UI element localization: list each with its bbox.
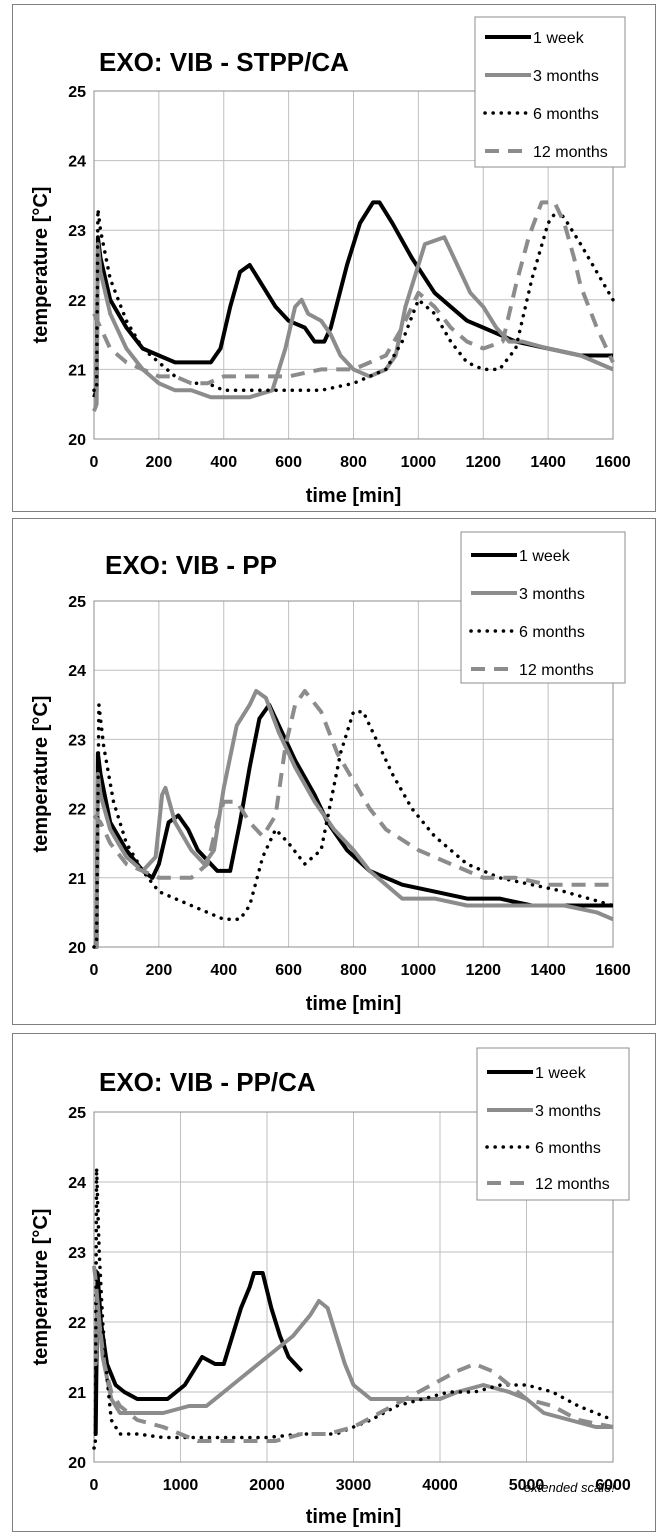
legend-label-1-week: 1 week bbox=[519, 548, 571, 565]
x-tick-label: 200 bbox=[146, 454, 173, 471]
x-axis-label: time [min] bbox=[306, 993, 402, 1015]
series-line-6-months bbox=[92, 1166, 615, 1450]
legend-label-3-months: 3 months bbox=[535, 1103, 601, 1120]
y-tick-label: 23 bbox=[68, 1245, 86, 1262]
legend-label-6-months: 6 months bbox=[533, 106, 599, 123]
y-tick-label: 24 bbox=[68, 663, 86, 680]
legend-label-12-months: 12 months bbox=[519, 662, 594, 679]
y-tick-label: 25 bbox=[68, 1105, 86, 1122]
chart-title: EXO: VIB - PP bbox=[105, 550, 277, 580]
x-tick-label: 1600 bbox=[595, 962, 631, 979]
x-tick-label: 600 bbox=[275, 962, 302, 979]
x-tick-label: 2000 bbox=[249, 1477, 285, 1494]
x-tick-label: 400 bbox=[210, 962, 237, 979]
x-tick-label: 1600 bbox=[595, 454, 631, 471]
series-line-6-months bbox=[92, 207, 615, 393]
series-line-12-months bbox=[92, 1265, 614, 1443]
series-line-3-months bbox=[93, 1299, 613, 1429]
y-tick-label: 22 bbox=[68, 1315, 86, 1332]
x-tick-label: 6000 bbox=[595, 1477, 631, 1494]
y-tick-label: 23 bbox=[68, 223, 86, 240]
legend-label-12-months: 12 months bbox=[535, 1176, 610, 1193]
legend-label-6-months: 6 months bbox=[519, 624, 585, 641]
x-tick-label: 1000 bbox=[163, 1477, 199, 1494]
x-tick-label: 400 bbox=[210, 454, 237, 471]
chart-pp-svg: 0 200 400 600 800 1000 1200 1400 1600 20 21 22 23 24 2… bbox=[30, 531, 631, 1015]
y-tick-label: 21 bbox=[68, 871, 86, 888]
y-axis-label: temperature [°C] bbox=[30, 187, 52, 344]
series-line-1-week bbox=[92, 200, 613, 398]
legend-label-12-months: 12 months bbox=[533, 144, 608, 161]
y-tick-label: 21 bbox=[68, 1385, 86, 1402]
chart-panel-pp-ca: 0 1000 2000 3000 4000 5000 6000 20 21 22 23 24 25 tim… bbox=[12, 1033, 656, 1532]
legend: 1 week 3 months 6 months 12 months bbox=[476, 1047, 630, 1201]
x-tick-label: 0 bbox=[90, 454, 99, 471]
legend-label-3-months: 3 months bbox=[519, 586, 585, 603]
y-tick-label: 22 bbox=[68, 293, 86, 310]
x-tick-label: 800 bbox=[340, 962, 367, 979]
plot-area-border bbox=[93, 600, 614, 948]
chart-title: EXO: VIB - STPP/CA bbox=[99, 47, 349, 77]
y-tick-label: 24 bbox=[68, 154, 86, 171]
y-tick-label: 22 bbox=[68, 802, 86, 819]
x-tick-label: 600 bbox=[275, 454, 302, 471]
legend-box bbox=[474, 16, 626, 168]
chart-title: EXO: VIB - PP/CA bbox=[99, 1067, 316, 1097]
legend-label-1-week: 1 week bbox=[533, 30, 585, 47]
series-line-1-week bbox=[94, 702, 613, 949]
legend: 1 week 3 months 6 months 12 months bbox=[474, 16, 626, 168]
x-tick-label: 200 bbox=[146, 962, 173, 979]
y-axis-label: temperature [°C] bbox=[30, 1209, 52, 1366]
legend-label-1-week: 1 week bbox=[535, 1065, 587, 1082]
x-tick-label: 1400 bbox=[530, 962, 566, 979]
x-tick-label: 3000 bbox=[336, 1477, 372, 1494]
series-line-3-months bbox=[94, 689, 614, 949]
x-axis-label: time [min] bbox=[306, 1506, 402, 1528]
series-line-12-months bbox=[92, 200, 615, 386]
x-tick-label: 1000 bbox=[401, 962, 437, 979]
chart-pp-ca-svg: 0 1000 2000 3000 4000 5000 6000 20 21 22 23 24 25 tim… bbox=[30, 1047, 631, 1528]
series-group bbox=[92, 200, 615, 412]
x-tick-label: 5000 bbox=[509, 1477, 545, 1494]
series-line-6-months bbox=[92, 703, 615, 949]
plot-area-border bbox=[93, 90, 614, 440]
scale-note: extended scale! bbox=[524, 1480, 615, 1495]
chart-panel-stpp-ca: 0 200 400 600 800 1000 1200 1400 1600 20 21 22 23 24 2… bbox=[12, 4, 656, 512]
x-tick-label: 1000 bbox=[401, 454, 437, 471]
y-tick-label: 24 bbox=[68, 1175, 86, 1192]
y-axis-label: temperature [°C] bbox=[30, 696, 52, 853]
legend-label-3-months: 3 months bbox=[533, 68, 599, 85]
chart-stpp-ca-svg: 0 200 400 600 800 1000 1200 1400 1600 20 21 22 23 24 2… bbox=[30, 16, 631, 507]
series-group bbox=[92, 689, 615, 949]
plot-area-border bbox=[93, 1111, 614, 1463]
x-tick-label: 1200 bbox=[465, 962, 501, 979]
x-tick-label: 800 bbox=[340, 454, 367, 471]
y-tick-label: 21 bbox=[68, 362, 86, 379]
x-axis-label: time [min] bbox=[306, 485, 402, 507]
y-tick-label: 20 bbox=[68, 940, 86, 957]
x-tick-label: 0 bbox=[90, 1477, 99, 1494]
legend-box bbox=[460, 531, 626, 684]
y-tick-label: 23 bbox=[68, 732, 86, 749]
x-tick-label: 0 bbox=[90, 962, 99, 979]
series-line-12-months bbox=[92, 689, 613, 887]
y-tick-label: 25 bbox=[68, 594, 86, 611]
y-tick-label: 25 bbox=[68, 84, 86, 101]
series-group bbox=[92, 1166, 615, 1450]
x-tick-label: 1400 bbox=[530, 454, 566, 471]
x-tick-label: 4000 bbox=[422, 1477, 458, 1494]
y-tick-label: 20 bbox=[68, 432, 86, 449]
y-tick-label: 20 bbox=[68, 1455, 86, 1472]
legend-label-6-months: 6 months bbox=[535, 1140, 601, 1157]
chart-panel-pp: 0 200 400 600 800 1000 1200 1400 1600 20 21 22 23 24 2… bbox=[12, 518, 656, 1025]
x-tick-label: 1200 bbox=[465, 454, 501, 471]
legend: 1 week 3 months 6 months 12 months bbox=[460, 531, 626, 684]
